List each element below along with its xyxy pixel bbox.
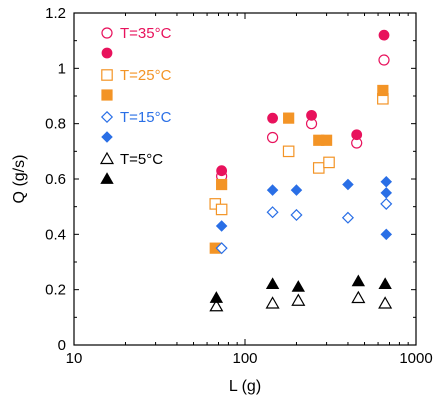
legend-filled-triangle-icon (100, 172, 114, 184)
filled-triangle-point (209, 291, 224, 303)
filled-square-point (216, 178, 228, 191)
x-tick-label: 100 (232, 350, 257, 367)
legend-label: T=25°C (120, 67, 172, 84)
legend-open-triangle-icon (99, 151, 115, 165)
open-diamond-point (380, 197, 393, 210)
y-tick-label: 0.4 (45, 226, 66, 243)
filled-diamond-point (215, 220, 228, 232)
filled-triangle-point (351, 274, 366, 287)
x-tick-label: 10 (66, 350, 83, 367)
open-diamond-point (215, 242, 228, 255)
points-layer (209, 29, 393, 312)
plot-frame (73, 12, 417, 346)
x-tick-label: 1000 (399, 350, 432, 367)
filled-circle-point (378, 29, 390, 41)
filled-circle-point (306, 109, 317, 121)
filled-diamond-point (342, 178, 354, 191)
open-circle-point (266, 131, 279, 144)
y-tick-label: 0.2 (45, 282, 66, 299)
legend-label: T=35°C (120, 25, 172, 42)
open-diamond-point (341, 211, 355, 224)
legend-label: T=15°C (120, 109, 172, 126)
legend-filled-square-icon (101, 89, 113, 101)
filled-diamond-point (380, 187, 393, 199)
open-triangle-point (378, 296, 393, 309)
legend-open-circle-icon (101, 27, 113, 39)
y-tick-label: 0.8 (45, 116, 66, 133)
open-square-point (282, 145, 295, 158)
filled-diamond-point (266, 184, 279, 196)
legend-filled-diamond-icon (101, 131, 113, 143)
y-tick-label: 0 (58, 337, 66, 354)
filled-square-point (377, 84, 389, 97)
y-tick-label: 1.2 (45, 5, 66, 22)
legend: T=35°C T=25°C T=15°C T=5°C (99, 25, 172, 184)
legend-filled-circle-icon (101, 47, 113, 59)
open-square-point (323, 156, 335, 169)
open-diamond-point (290, 208, 303, 222)
x-axis-label: L (g) (229, 378, 261, 395)
filled-square-point (283, 112, 295, 124)
open-triangle-point (291, 293, 306, 306)
y-axis-label: Q (g/s) (11, 155, 28, 204)
legend-open-diamond-icon (100, 110, 114, 124)
open-circle-point (378, 54, 390, 66)
filled-diamond-point (380, 176, 393, 188)
filled-circle-point (351, 129, 363, 141)
filled-square-point (320, 134, 333, 146)
legend-open-square-icon (101, 69, 113, 81)
open-square-point (215, 203, 228, 216)
open-diamond-point (266, 206, 279, 219)
filled-circle-point (216, 165, 228, 177)
filled-diamond-point (380, 228, 393, 241)
y-tick-label: 1 (58, 60, 66, 77)
y-tick-label: 0.6 (45, 171, 66, 188)
open-triangle-point (265, 296, 280, 309)
filled-triangle-point (265, 277, 280, 290)
filled-triangle-point (378, 277, 392, 290)
tick-layer: 0 0.2 0.4 0.6 0.8 1 1.2 10 100 1000 (45, 5, 433, 367)
open-triangle-point (209, 299, 224, 312)
open-square-point (312, 162, 325, 174)
filled-triangle-point (291, 280, 305, 292)
filled-circle-point (267, 112, 278, 124)
legend-label: T=5°C (120, 151, 163, 168)
open-triangle-point (351, 290, 366, 304)
filled-diamond-point (290, 184, 303, 196)
